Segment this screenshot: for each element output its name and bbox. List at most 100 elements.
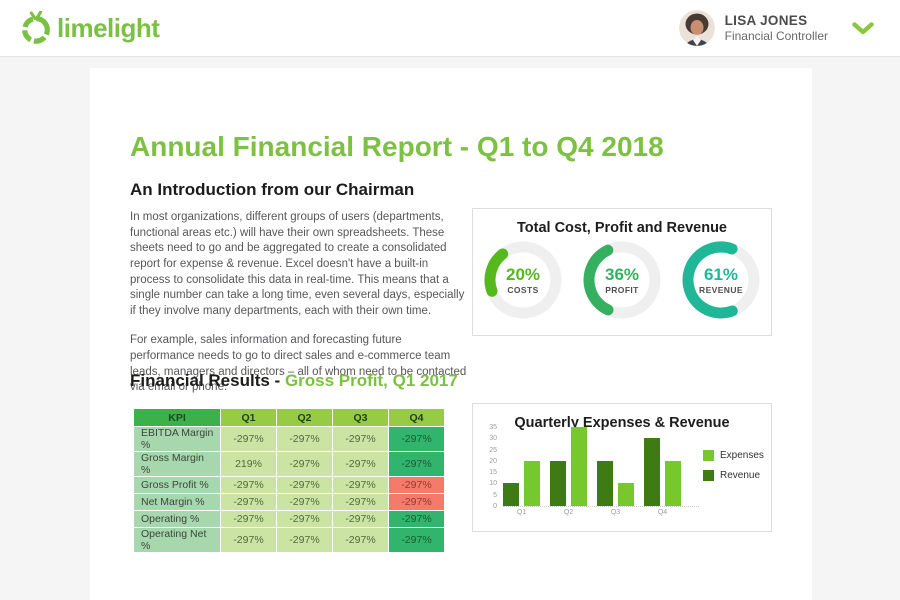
- y-axis-tick: 15: [489, 469, 497, 477]
- y-axis-tick: 25: [489, 446, 497, 454]
- x-axis-label: Q4: [657, 509, 668, 516]
- legend-item-expenses: Expenses: [703, 450, 764, 461]
- kpi-value-cell: -297%: [389, 477, 444, 493]
- kpi-row-label: Operating %: [134, 511, 220, 527]
- chevron-down-icon[interactable]: [852, 21, 874, 35]
- kpi-value-cell: -297%: [333, 427, 388, 451]
- kpi-value-cell: -297%: [389, 452, 444, 476]
- col-header-q4: Q4: [389, 409, 444, 426]
- kpi-value-cell: -297%: [389, 528, 444, 552]
- kpi-value-cell: -297%: [277, 528, 332, 552]
- bar-chart-title: Quarterly Expenses & Revenue: [514, 415, 730, 431]
- bar-group-q1: Q1: [503, 460, 540, 516]
- x-axis-label: Q1: [516, 509, 527, 516]
- user-role: Financial Controller: [724, 29, 828, 43]
- col-header-q3: Q3: [333, 409, 388, 426]
- donut-label: PROFIT: [605, 284, 639, 295]
- donut-label: COSTS: [507, 284, 539, 295]
- kpi-value-cell: -297%: [221, 477, 276, 493]
- kpi-value-cell: -297%: [277, 427, 332, 451]
- bar-group-q3: Q3: [597, 460, 634, 516]
- col-header-q2: Q2: [277, 409, 332, 426]
- bar-expenses-q2: [571, 427, 587, 506]
- table-row: Gross Profit % -297% -297% -297% -297%: [134, 477, 444, 493]
- y-axis-tick: 20: [489, 457, 497, 465]
- table-row: Operating Net % -297% -297% -297% -297%: [134, 528, 444, 552]
- table-row: Operating % -297% -297% -297% -297%: [134, 511, 444, 527]
- kpi-value-cell: 219%: [221, 452, 276, 476]
- donut-revenue: 61% REVENUE: [679, 238, 763, 322]
- bar-expenses-q4: [665, 460, 681, 506]
- table-row: Net Margin % -297% -297% -297% -297%: [134, 494, 444, 510]
- bar-group-q2: Q2: [550, 427, 587, 516]
- donut-value: 36%: [604, 264, 640, 284]
- user-text: LISA JONES Financial Controller: [725, 13, 828, 43]
- kpi-row-label: Net Margin %: [134, 494, 220, 510]
- kpi-value-cell: -297%: [333, 477, 388, 493]
- results-heading-prefix: Financial Results -: [130, 371, 285, 390]
- bar-chart-legend: Expenses Revenue: [703, 450, 764, 481]
- intro-paragraph-1: In most organizations, different groups …: [130, 211, 465, 317]
- legend-swatch: [703, 450, 714, 461]
- col-header-q1: Q1: [221, 409, 276, 426]
- kpi-row-label: EBITDA Margin %: [134, 427, 220, 451]
- x-axis-label: Q3: [610, 509, 621, 516]
- intro-heading: An Introduction from our Chairman: [130, 180, 415, 199]
- legend-label: Revenue: [720, 470, 761, 481]
- bar-plot: 0 5 10 15 20 25 30 35 Q1 Q2 Q3 Q4: [489, 424, 699, 516]
- bar-chart-panel: Quarterly Expenses & Revenue 0 5 10 15 20 25 3…: [472, 403, 772, 532]
- intro-paragraph-2: For example, sales information and forec…: [130, 334, 467, 394]
- y-axis-tick: 10: [489, 480, 497, 488]
- user-name: LISA JONES: [724, 13, 808, 28]
- kpi-value-cell: -297%: [333, 452, 388, 476]
- kpi-row-label: Operating Net %: [134, 528, 220, 552]
- results-heading: Financial Results - Gross Profit, Q1 201…: [130, 371, 458, 391]
- kpi-row-label: Gross Profit %: [134, 477, 220, 493]
- kpi-table: KPI Q1 Q2 Q3 Q4 EBITDA Margin % -297% -297% -297…: [133, 408, 445, 553]
- x-axis-label: Q2: [563, 509, 574, 516]
- legend-swatch: [703, 470, 714, 481]
- table-row: EBITDA Margin % -297% -297% -297% -297%: [134, 427, 444, 451]
- donut-costs: 20% COSTS: [481, 238, 565, 322]
- results-heading-highlight: Gross Profit, Q1 2017: [284, 371, 458, 390]
- donut-row: 20% COSTS 36% PROFIT 61% REVENUE: [473, 238, 771, 322]
- avatar: [678, 10, 715, 46]
- limelight-logo-icon: [20, 11, 52, 45]
- kpi-value-cell: -297%: [277, 511, 332, 527]
- kpi-value-cell: -297%: [221, 494, 276, 510]
- donut-panel-title: Total Cost, Profit and Revenue: [516, 220, 727, 236]
- bar-revenue-q4: [644, 438, 660, 506]
- report-title: Annual Financial Report - Q1 to Q4 2018: [130, 131, 664, 162]
- brand-text: limelight: [57, 12, 160, 43]
- donut-value: 20%: [505, 264, 541, 284]
- bar-revenue-q1: [503, 483, 519, 506]
- y-axis-tick: 0: [493, 503, 497, 510]
- bar-group-q4: Q4: [644, 438, 681, 516]
- user-menu[interactable]: LISA JONES Financial Controller: [678, 10, 880, 46]
- kpi-value-cell: -297%: [221, 427, 276, 451]
- kpi-value-cell: -297%: [389, 494, 444, 510]
- kpi-value-cell: -297%: [277, 452, 332, 476]
- bar-expenses-q1: [524, 460, 540, 506]
- y-axis-tick: 30: [489, 435, 497, 443]
- kpi-value-cell: -297%: [389, 511, 444, 527]
- legend-label: Expenses: [720, 450, 764, 461]
- donut-gauges-panel: Total Cost, Profit and Revenue 20% COSTS 3…: [472, 208, 772, 336]
- kpi-value-cell: -297%: [277, 477, 332, 493]
- kpi-value-cell: -297%: [333, 511, 388, 527]
- donut-value: 61%: [703, 264, 739, 284]
- y-axis-tick: 35: [489, 424, 497, 431]
- kpi-value-cell: -297%: [221, 511, 276, 527]
- kpi-row-label: Gross Margin %: [134, 452, 220, 476]
- kpi-value-cell: -297%: [277, 494, 332, 510]
- donut-profit: 36% PROFIT: [580, 238, 664, 322]
- brand-logo[interactable]: limelight: [20, 11, 160, 45]
- intro-section: An Introduction from our Chairman In mos…: [130, 180, 468, 410]
- kpi-value-cell: -297%: [389, 427, 444, 451]
- bar-revenue-q2: [550, 460, 566, 506]
- app-header: limelight LISA JONES Financial Controlle…: [0, 0, 900, 57]
- donut-label: REVENUE: [699, 284, 743, 295]
- bar-revenue-q3: [597, 460, 613, 506]
- y-axis-tick: 5: [493, 491, 497, 499]
